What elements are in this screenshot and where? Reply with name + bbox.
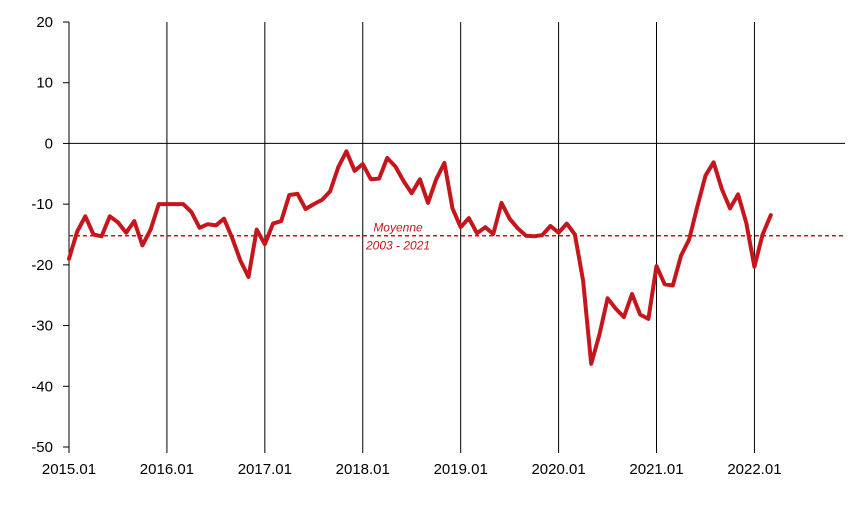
y-tick-label: -10 bbox=[31, 196, 53, 213]
y-tick-label: 20 bbox=[36, 14, 53, 31]
y-tick-label: -50 bbox=[31, 439, 53, 456]
grid bbox=[69, 22, 845, 447]
x-tick-label: 2017.01 bbox=[238, 461, 292, 478]
x-tick-label: 2016.01 bbox=[140, 461, 194, 478]
x-tick-label: 2022.01 bbox=[727, 461, 781, 478]
x-tick-label: 2018.01 bbox=[336, 461, 390, 478]
axes bbox=[63, 21, 755, 453]
mean-label-title: Moyenne bbox=[373, 221, 423, 235]
mean-label-period: 2003 - 2021 bbox=[365, 239, 430, 253]
y-tick-label: -40 bbox=[31, 378, 53, 395]
x-tick-label: 2021.01 bbox=[629, 461, 683, 478]
x-tick-label: 2015.01 bbox=[42, 461, 96, 478]
series-line bbox=[67, 149, 773, 366]
y-tick-label: 10 bbox=[36, 75, 53, 92]
y-tick-label: 0 bbox=[45, 135, 53, 152]
x-tick-label: 2020.01 bbox=[531, 461, 585, 478]
y-tick-label: -30 bbox=[31, 318, 53, 335]
x-tick-label: 2019.01 bbox=[434, 461, 488, 478]
mean-reference: Moyenne 2003 - 2021 bbox=[69, 221, 845, 253]
y-tick-label: -20 bbox=[31, 257, 53, 274]
tick-labels: 2015.01 2016.01 2017.01 2018.01 2019.01 2020.… bbox=[31, 14, 781, 478]
series bbox=[67, 149, 773, 366]
